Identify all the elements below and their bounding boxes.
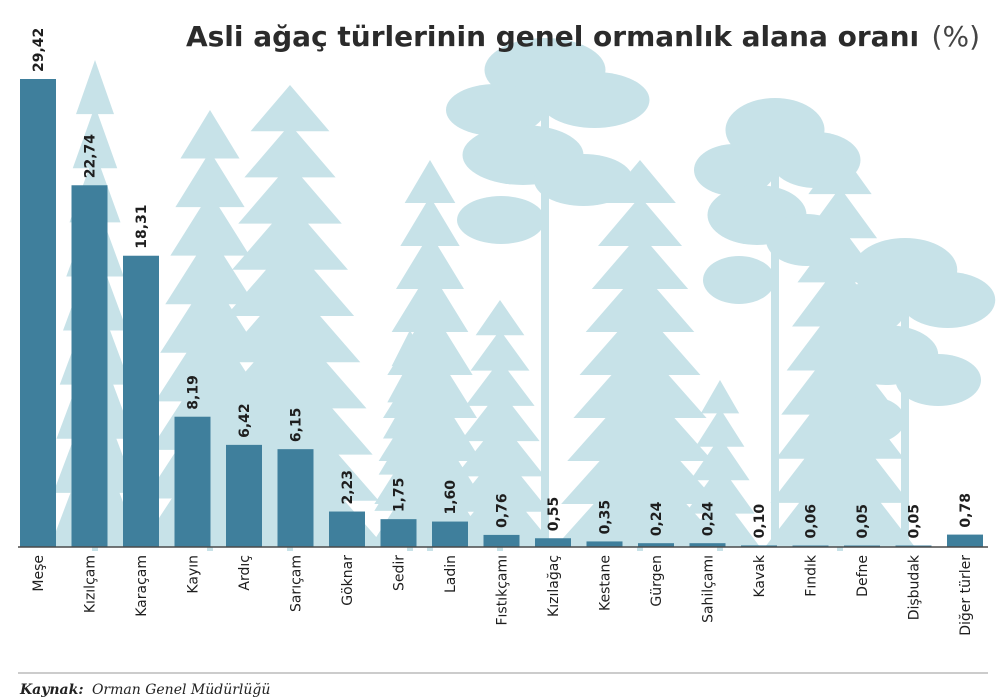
category-label: Karaçam — [134, 555, 150, 617]
bar — [483, 534, 520, 547]
category-label: Sedir — [392, 555, 408, 591]
chart-title-unit: (%) — [932, 20, 980, 53]
bar — [535, 538, 571, 547]
value-labels-group: 29,42 22,74 18,31 8,19 6,42 6,15 2,23 1,75 1,60 0… — [31, 28, 974, 539]
bar — [947, 534, 983, 547]
bar — [226, 444, 262, 547]
value-label: 2,23 — [340, 470, 356, 505]
value-label: 0,35 — [598, 500, 614, 535]
tree-icon-5 — [370, 160, 490, 551]
value-label: 22,74 — [83, 134, 99, 179]
bar — [741, 545, 777, 547]
tree-icon-6 — [446, 38, 650, 547]
category-label: Kayın — [186, 555, 202, 594]
value-label: 29,42 — [31, 28, 47, 72]
category-label: Sarıçam — [289, 555, 305, 612]
category-label: Kızılçam — [83, 555, 99, 613]
value-label: 8,19 — [186, 375, 202, 410]
bar — [380, 519, 417, 547]
value-label: 1,75 — [392, 478, 408, 513]
category-label: Sahilçamı — [701, 555, 717, 623]
tree-icon-12 — [819, 238, 996, 547]
bars-group — [20, 79, 983, 548]
category-label: Kavak — [752, 554, 768, 597]
category-label: Gürgen — [649, 555, 665, 607]
value-label: 0,76 — [495, 493, 511, 528]
bar — [123, 255, 159, 547]
category-label: Defne — [855, 555, 871, 597]
value-label: 0,24 — [701, 501, 717, 536]
category-label: Göknar — [340, 555, 356, 606]
value-label: 0,55 — [546, 497, 562, 532]
bar — [277, 449, 314, 547]
value-label: 6,42 — [237, 403, 253, 438]
category-label: Ladin — [443, 555, 459, 593]
category-label: Diğer türler — [958, 555, 974, 636]
bar — [638, 543, 674, 547]
tree-icon-8 — [555, 160, 725, 551]
value-label: 18,31 — [134, 204, 150, 248]
category-label: Fındık — [804, 554, 820, 597]
category-label: Ardıç — [237, 555, 253, 591]
category-label: Fıstıkçamı — [495, 555, 511, 626]
source-text: Orman Genel Müdürlüğü — [92, 682, 270, 698]
value-label: 6,15 — [289, 408, 305, 443]
category-labels-group: Meşe Kızılçam Karaçam Kayın Ardıç Sarıçam Gökn… — [31, 554, 974, 636]
bar — [329, 511, 365, 547]
tree-icon-7 — [445, 300, 555, 551]
value-label: 0,10 — [752, 504, 768, 539]
bar — [432, 521, 468, 547]
bar — [71, 185, 108, 548]
category-label: Dişbudak — [907, 554, 923, 620]
value-label: 1,60 — [443, 480, 459, 515]
bar — [20, 79, 56, 547]
value-label: 0,05 — [855, 504, 871, 539]
value-label: 0,05 — [907, 504, 923, 539]
chart-title-main: Asli ağaç türlerinin genel ormanlık alan… — [186, 20, 919, 53]
value-label: 0,24 — [649, 501, 665, 536]
bar — [174, 416, 211, 547]
value-label: 0,78 — [958, 493, 974, 528]
bar — [586, 541, 623, 547]
category-label: Meşe — [31, 555, 47, 592]
chart-title: Asli ağaç türlerinin genel ormanlık alan… — [186, 20, 980, 53]
source-note: Kaynak: Orman Genel Müdürlüğü — [19, 682, 270, 698]
source-label: Kaynak: — [19, 682, 84, 698]
category-label: Kızılağaç — [546, 555, 562, 617]
tree-icon-9 — [680, 380, 760, 551]
bar — [689, 543, 726, 547]
category-label: Kestane — [598, 555, 614, 611]
value-label: 0,06 — [804, 504, 820, 539]
tree-silhouettes-background — [50, 38, 996, 551]
